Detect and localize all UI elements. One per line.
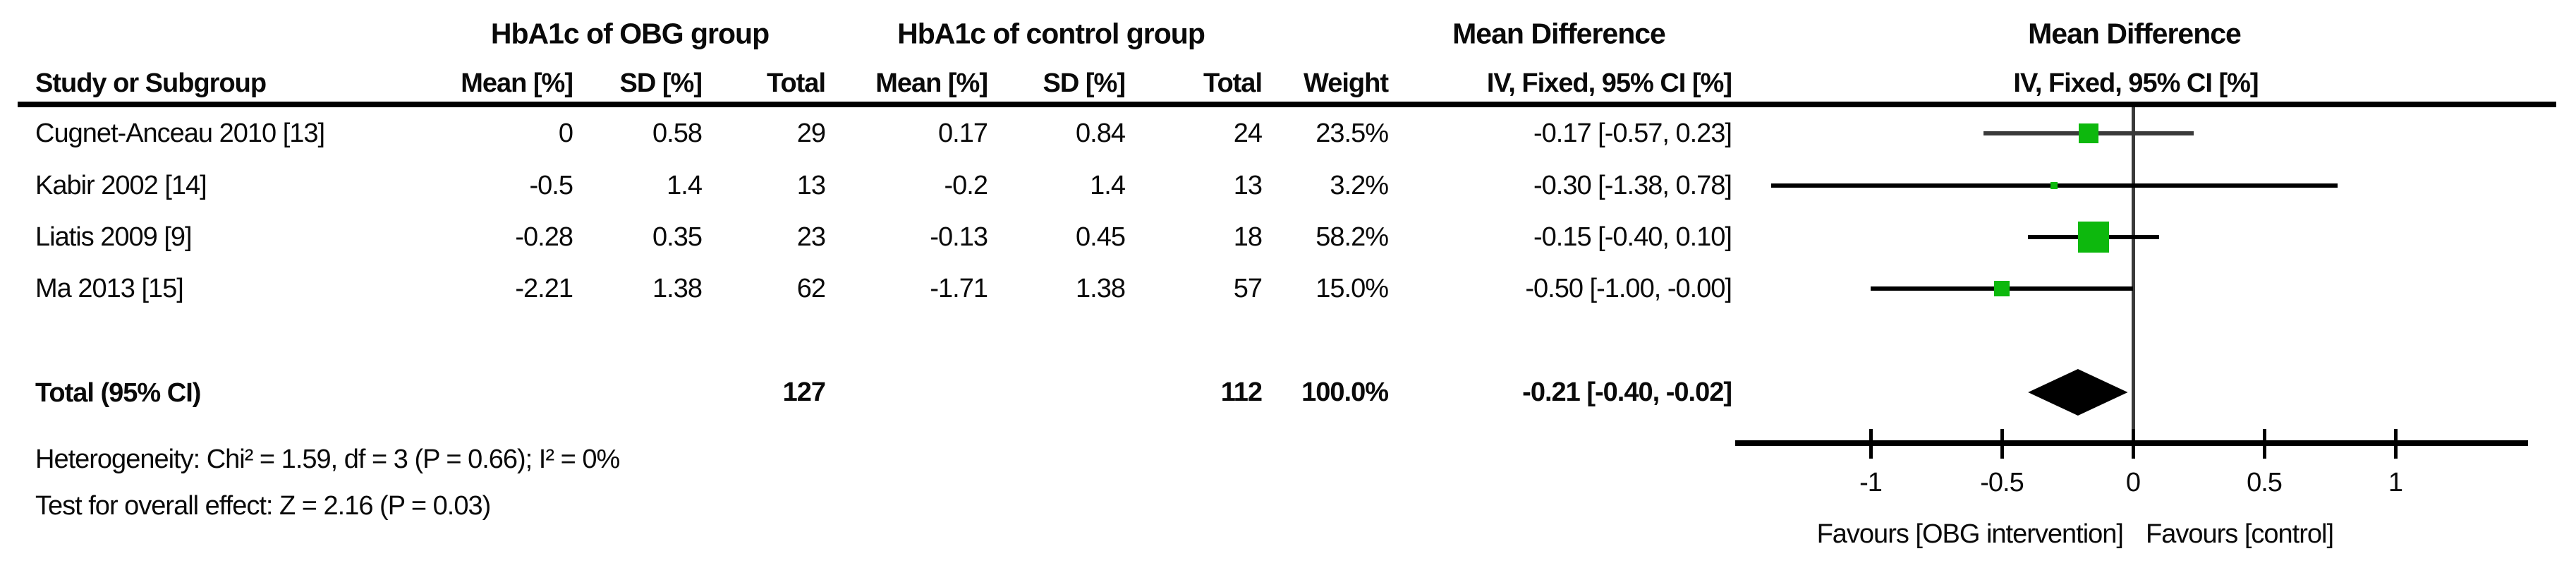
cell: -0.15 [-0.40, 0.10] — [1533, 222, 1732, 252]
axis-tick — [2262, 429, 2266, 459]
cell: 57 — [1233, 274, 1263, 303]
total-row-label: Total (95% CI) — [35, 378, 201, 408]
group2-title: HbA1c of control group — [897, 17, 1205, 50]
tick-label: 0.5 — [2247, 468, 2283, 497]
tick-label: 1 — [2388, 468, 2403, 497]
col-header-5: Total — [1203, 68, 1263, 98]
cell: 29 — [796, 119, 826, 148]
cell: -0.30 [-1.38, 0.78] — [1533, 171, 1732, 200]
axis-tick — [1869, 429, 1873, 459]
col-header-2: Total — [767, 68, 826, 98]
axis-tick — [2393, 429, 2398, 459]
col-header-6: Weight — [1304, 68, 1389, 98]
cell: 0 — [558, 119, 573, 148]
total-cell: 112 — [1220, 377, 1263, 407]
overall-effect-test: Test for overall effect: Z = 2.16 (P = 0… — [35, 491, 491, 521]
cell: -0.5 — [529, 171, 573, 200]
mean-square — [1994, 281, 2010, 296]
cell: 0.58 — [652, 119, 703, 148]
col-header-0: Mean [%] — [461, 68, 573, 98]
cell: 23 — [796, 222, 826, 252]
cell: 62 — [796, 274, 826, 303]
axis-tick — [2000, 429, 2004, 459]
cell: 24 — [1233, 119, 1263, 148]
tick-label: 0 — [2125, 468, 2141, 497]
cell: 0.84 — [1076, 119, 1126, 148]
heterogeneity-stats: Heterogeneity: Chi² = 1.59, df = 3 (P = … — [35, 445, 620, 474]
study-label: Ma 2013 [15] — [35, 274, 184, 303]
axis-tick — [2131, 429, 2135, 459]
cell: -0.13 — [930, 222, 988, 252]
cell: 15.0% — [1316, 274, 1389, 303]
cell: 18 — [1233, 222, 1263, 252]
cell: 13 — [796, 171, 826, 200]
mean-square — [2078, 123, 2098, 143]
cell: 23.5% — [1316, 119, 1389, 148]
cell: 1.38 — [652, 274, 703, 303]
favours-right-label: Favours [control] — [2146, 519, 2334, 549]
study-label: Cugnet-Anceau 2010 [13] — [35, 119, 325, 148]
cell: 1.38 — [1076, 274, 1126, 303]
favours-left-label: Favours [OBG intervention] — [1816, 519, 2124, 549]
study-col-header: Study or Subgroup — [35, 68, 267, 98]
col-header-3: Mean [%] — [875, 68, 988, 98]
mean-square — [2078, 222, 2110, 253]
group1-title: HbA1c of OBG group — [490, 17, 770, 50]
cell: 0.35 — [652, 222, 703, 252]
header-separator-rule — [18, 102, 2556, 107]
cell: -1.71 — [930, 274, 988, 303]
summary-diamond — [2028, 369, 2128, 416]
col-header-7: IV, Fixed, 95% CI [%] — [1486, 68, 1732, 98]
tick-label: -1 — [1859, 468, 1883, 497]
total-cell: 100.0% — [1301, 377, 1389, 407]
mean-difference-plot-title: Mean Difference — [2028, 17, 2242, 50]
cell: 13 — [1233, 171, 1263, 200]
cell: -0.2 — [944, 171, 988, 200]
study-label: Liatis 2009 [9] — [35, 222, 193, 252]
mean-difference-text-title: Mean Difference — [1452, 17, 1666, 50]
cell: -2.21 — [515, 274, 573, 303]
cell: 1.4 — [1090, 171, 1126, 200]
cell: -0.28 — [515, 222, 573, 252]
total-cell: 127 — [782, 377, 826, 407]
cell: 58.2% — [1316, 222, 1389, 252]
study-label: Kabir 2002 [14] — [35, 171, 207, 200]
cell: -0.50 [-1.00, -0.00] — [1525, 274, 1732, 303]
total-cell: -0.21 [-0.40, -0.02] — [1522, 377, 1732, 407]
zero-reference-line — [2131, 107, 2135, 457]
cell: 0.45 — [1076, 222, 1126, 252]
tick-label: -0.5 — [1980, 468, 2024, 497]
plot-col-header: IV, Fixed, 95% CI [%] — [2013, 68, 2259, 98]
cell: 1.4 — [667, 171, 703, 200]
col-header-1: SD [%] — [619, 68, 703, 98]
col-header-4: SD [%] — [1043, 68, 1126, 98]
mean-square — [2051, 182, 2058, 189]
cell: 3.2% — [1330, 171, 1389, 200]
cell: 0.17 — [938, 119, 988, 148]
cell: -0.17 [-0.57, 0.23] — [1533, 119, 1732, 148]
